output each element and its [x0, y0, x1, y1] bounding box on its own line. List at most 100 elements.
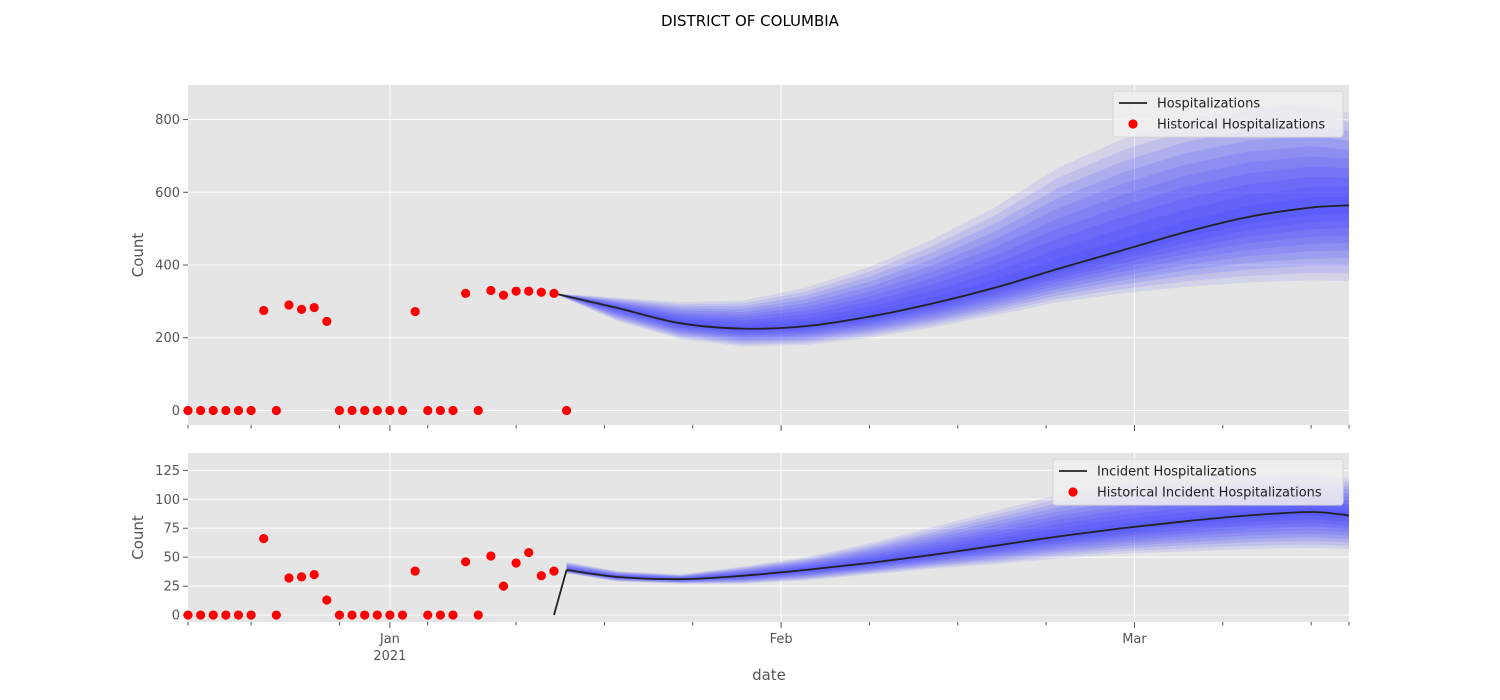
- forecast-band: [566, 500, 1349, 581]
- y-tick-label: 75: [163, 522, 180, 537]
- forecast-band: [553, 186, 1349, 333]
- historical-point: [524, 286, 534, 296]
- historical-point: [183, 405, 193, 416]
- historical-point: [296, 304, 307, 314]
- forecast-band: [566, 481, 1349, 583]
- y-tick-label: 0: [172, 404, 180, 419]
- historical-point: [473, 405, 483, 416]
- y-tick-label: 0: [172, 609, 180, 624]
- historical-point: [334, 405, 345, 416]
- y-tick-label: 400: [155, 259, 180, 274]
- historical-point: [410, 306, 420, 317]
- x-axis-label: date: [752, 666, 786, 684]
- legend: Incident Hospitalizations Historical Inci…: [1052, 458, 1344, 506]
- historical-point: [473, 610, 483, 620]
- historical-point: [196, 405, 206, 416]
- y-tick-label: 50: [163, 551, 180, 566]
- historical-point: [246, 405, 256, 416]
- legend-label: Historical Hospitalizations: [1157, 118, 1325, 133]
- y-tick-label: 100: [155, 493, 180, 508]
- legend: Hospitalizations Historical Hospitalizati…: [1112, 90, 1344, 138]
- historical-point: [536, 571, 546, 581]
- historical-point: [385, 610, 395, 620]
- historical-point: [183, 610, 193, 620]
- plot-area: [553, 105, 1349, 347]
- x-tick-sublabel: 2021: [373, 649, 406, 664]
- historical-point: [397, 405, 408, 416]
- historical-point: [511, 558, 521, 568]
- historical-point: [360, 405, 370, 416]
- historical-point: [208, 405, 218, 416]
- forecast-band: [566, 489, 1349, 582]
- historical-point: [372, 405, 382, 416]
- forecast-band: [553, 125, 1349, 343]
- figure-title: DISTRICT OF COLUMBIA: [661, 12, 840, 30]
- historical-point: [461, 288, 471, 298]
- historical-point: [360, 610, 370, 620]
- historical-point: [410, 566, 420, 576]
- historical-point: [284, 573, 294, 583]
- historical-point: [448, 405, 458, 416]
- historical-point: [322, 595, 332, 605]
- y-tick-label: 800: [155, 113, 180, 128]
- historical-point: [284, 300, 294, 310]
- y-axis-label: Count: [129, 515, 147, 560]
- historical-point: [221, 405, 231, 416]
- legend-box: [1112, 90, 1344, 138]
- forecast-band: [553, 105, 1349, 347]
- historical-point: [536, 287, 546, 297]
- y-tick-label: 600: [155, 186, 180, 201]
- historical-point: [423, 405, 433, 416]
- y-axis-label: Count: [129, 233, 147, 278]
- historical-point: [271, 610, 281, 620]
- historical-point: [221, 610, 231, 620]
- hospitalizations-panel: 0 200 400 600 800 Count Hospitalizations Histor…: [129, 85, 1349, 425]
- historical-point: [549, 566, 559, 576]
- legend-marker-swatch: [1128, 119, 1138, 129]
- plot-background: [188, 85, 1349, 425]
- historical-point: [486, 551, 496, 561]
- x-tick-label: Feb: [770, 632, 793, 647]
- historical-point: [246, 610, 256, 620]
- incident-hospitalizations-panel: 0 25 50 75 100 125 Count Incident Hospitalizati…: [129, 453, 1349, 624]
- historical-point: [397, 610, 408, 620]
- historical-point: [309, 569, 319, 580]
- historical-point: [461, 557, 471, 567]
- historical-point: [334, 610, 345, 620]
- forecast-lead-in-line: [553, 569, 568, 616]
- legend-marker-swatch: [1068, 487, 1078, 497]
- historical-point: [233, 610, 244, 620]
- historical-point: [448, 610, 458, 620]
- historical-point: [309, 302, 319, 313]
- legend-label: Incident Hospitalizations: [1097, 465, 1257, 480]
- y-tick-label: 125: [155, 464, 180, 479]
- forecast-band: [566, 504, 1349, 581]
- historical-point: [196, 610, 206, 620]
- forecast-band: [553, 196, 1349, 331]
- historical-point: [549, 288, 559, 298]
- historical-point: [435, 405, 445, 416]
- historical-point: [372, 610, 382, 620]
- forecast-median-line: [553, 204, 1349, 330]
- historical-point: [322, 316, 332, 326]
- forecast-band: [553, 135, 1349, 342]
- forecast-band: [566, 496, 1349, 582]
- legend-label: Hospitalizations: [1157, 97, 1260, 112]
- legend-label: Historical Incident Hospitalizations: [1097, 486, 1322, 501]
- forecast-band: [553, 176, 1349, 334]
- forecast-band: [553, 146, 1349, 340]
- historical-point: [486, 285, 496, 296]
- historical-point: [259, 534, 269, 544]
- historical-point: [385, 405, 395, 416]
- historical-point: [423, 610, 433, 620]
- historical-point: [347, 405, 357, 416]
- y-tick-label: 25: [163, 580, 180, 595]
- historical-point: [511, 286, 521, 296]
- forecast-band: [553, 166, 1349, 336]
- historical-point: [296, 572, 307, 582]
- historical-point: [259, 305, 269, 316]
- historical-point: [233, 405, 244, 416]
- forecast-median-line: [566, 511, 1349, 581]
